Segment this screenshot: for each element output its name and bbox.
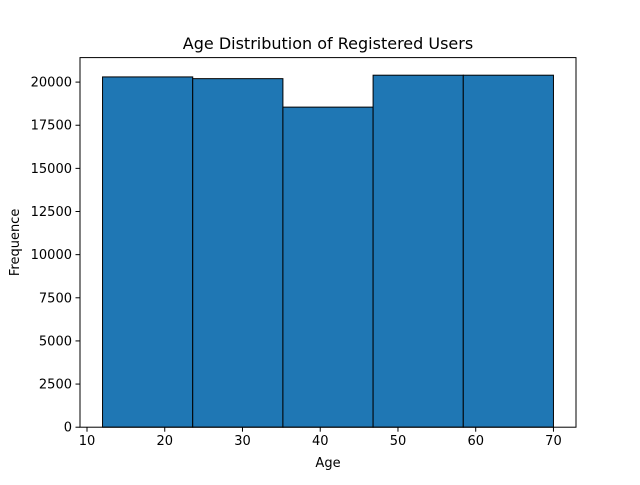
y-tick-label: 20000: [31, 76, 72, 91]
y-tick-label: 17500: [31, 119, 72, 134]
x-tick-label: 70: [545, 434, 562, 449]
y-tick-label: 5000: [39, 334, 72, 349]
y-tick-label: 2500: [39, 378, 72, 393]
chart-title: Age Distribution of Registered Users: [183, 34, 473, 53]
y-tick-label: 15000: [31, 162, 72, 177]
x-ticks-group: 10 20 30 40 50 60 70: [79, 427, 562, 449]
bars-group: [102, 74, 554, 428]
histogram-bar: [462, 74, 554, 428]
x-tick-label: 20: [156, 434, 173, 449]
histogram-bar: [372, 74, 464, 428]
histogram-bar: [192, 78, 284, 428]
x-tick-label: 50: [390, 434, 407, 449]
x-tick-label: 60: [467, 434, 484, 449]
y-tick-label: 12500: [31, 205, 72, 220]
y-tick-label: 7500: [39, 291, 72, 306]
histogram-bar: [282, 106, 374, 428]
x-axis-label: Age: [315, 456, 340, 471]
y-tick-label: 0: [64, 421, 72, 436]
x-tick-label: 40: [312, 434, 329, 449]
y-ticks-group: 0 2500 5000 7500 10000 12500 15000 17500 20000: [31, 76, 80, 436]
histogram-bar: [102, 76, 194, 428]
plot-frame: [79, 57, 577, 428]
x-tick-label: 30: [234, 434, 251, 449]
y-tick-label: 10000: [31, 248, 72, 263]
y-axis-label: Frequence: [8, 209, 23, 276]
x-tick-label: 10: [79, 434, 96, 449]
